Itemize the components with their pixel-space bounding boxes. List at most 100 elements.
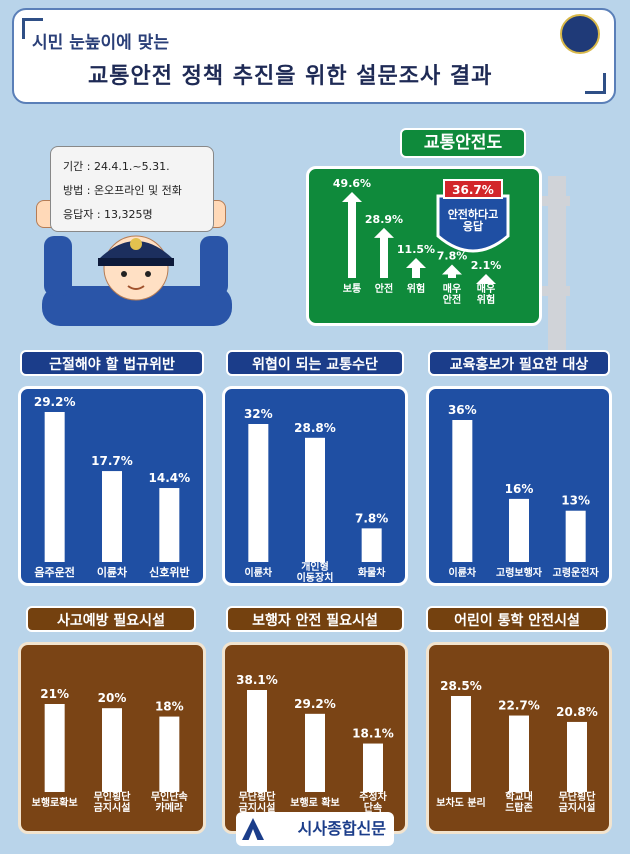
category-label: 고령보행자 — [496, 566, 543, 579]
data-label: 13% — [561, 494, 590, 508]
arrow-head — [476, 274, 496, 284]
bar — [452, 420, 473, 562]
data-label: 28.9% — [365, 213, 403, 226]
bar — [451, 696, 471, 792]
data-label: 28.5% — [440, 679, 482, 693]
category-label: 개인형 이동장치 — [297, 560, 334, 584]
category-label: 매우 안전 — [443, 282, 461, 306]
bar — [565, 510, 586, 562]
data-label: 18% — [155, 700, 184, 714]
survey-info-sign: 기간 : 24.4.1.~5.31. 방법 : 온오프라인 및 전화 응답자 :… — [50, 146, 214, 232]
survey-period: 기간 : 24.4.1.~5.31. — [63, 160, 170, 173]
data-label: 14.4% — [149, 471, 191, 485]
data-label: 18.1% — [352, 727, 394, 741]
data-label: 28.8% — [294, 421, 336, 435]
category-label: 보차도 분리 — [436, 796, 485, 809]
corner-bracket — [22, 18, 43, 39]
road-sign-post — [520, 176, 570, 350]
category-label: 무단횡단 금지시설 — [239, 790, 277, 814]
category-label: 이륜차 — [449, 566, 477, 579]
category-label: 학교내 드랍존 — [505, 790, 533, 814]
shield-callout: 36.7% 안전하다고 응답 — [436, 179, 510, 253]
bar — [363, 743, 383, 792]
arrow-head — [442, 264, 462, 275]
data-label: 2.1% — [471, 259, 502, 272]
category-label: 무인횡단 금지시설 — [94, 790, 132, 814]
data-label: 22.7% — [498, 699, 540, 713]
chart-title: 어린이 통학 안전시설 — [426, 606, 608, 632]
bar — [305, 713, 325, 792]
school-route-chart: 28.5% 보차도 분리 22.7% 학교내 드랍존 20.8% 무단횡단 금지시설 — [436, 679, 598, 814]
category-label: 보행로 확보 — [290, 796, 339, 809]
data-label: 7.8% — [355, 511, 388, 525]
bar — [567, 721, 587, 792]
category-label: 보행로확보 — [32, 796, 78, 809]
category-label: 안전 — [375, 282, 393, 295]
data-label: 17.7% — [91, 454, 133, 468]
arrow-shaft — [348, 200, 356, 278]
data-label: 29.2% — [294, 697, 336, 711]
arrow-shaft — [448, 272, 456, 278]
bar — [102, 471, 122, 562]
data-label: 16% — [505, 482, 534, 496]
data-label: 20.8% — [556, 705, 598, 719]
category-label: 무인단속 카메라 — [151, 790, 188, 814]
data-label: 11.5% — [397, 243, 435, 256]
footer-brand: 시사종합신문 — [236, 812, 394, 846]
pedestrian-safety-chart: 38.1% 무단횡단 금지시설 29.2% 보행로 확보 18.1% 주정차 단속 — [236, 673, 394, 814]
survey-method: 방법 : 온오프라인 및 전화 — [63, 184, 182, 197]
category-label: 고령운전자 — [553, 566, 600, 579]
corner-bracket — [585, 73, 606, 94]
data-label: 20% — [98, 691, 127, 705]
header-banner — [12, 8, 616, 104]
bar — [159, 716, 180, 792]
chart-title: 보행자 안전 필요시설 — [226, 606, 404, 632]
bar — [305, 437, 325, 562]
education-targets-chart: 36% 이륜차 16% 고령보행자 13% 고령운전자 — [448, 403, 600, 579]
survey-respondents: 응답자 : 13,325명 — [63, 208, 153, 221]
chart-title: 사고예방 필요시설 — [26, 606, 196, 632]
bar — [361, 528, 382, 562]
category-label: 이륜차 — [245, 566, 273, 579]
chart-title: 교육홍보가 필요한 대상 — [428, 350, 610, 376]
bar — [509, 715, 529, 792]
category-label: 매우 위험 — [477, 282, 495, 306]
category-label: 보통 — [343, 283, 361, 295]
chart-title: 위협이 되는 교통수단 — [226, 350, 404, 376]
chart-title: 교통안전도 — [400, 128, 526, 158]
bar — [247, 690, 267, 792]
news-logo-icon — [242, 818, 264, 840]
chart-title: 근절해야 할 법규위반 — [20, 350, 204, 376]
data-label: 38.1% — [236, 673, 278, 687]
data-label: 32% — [244, 407, 273, 421]
header-title: 교통안전 정책 추진을 위한 설문조사 결과 — [88, 64, 493, 89]
safety-chart: 49.6% 보통 28.9% 안전 11.5% 위험 7.8% 매우 안전 2.1% 매우 위험 36.… — [333, 177, 510, 306]
police-officer-illustration — [42, 235, 232, 326]
bar — [248, 424, 269, 562]
violations-chart: 29.2% 음주운전 17.7% 이륜차 14.4% 신호위반 — [34, 395, 191, 579]
arrow-head — [406, 258, 426, 269]
bar — [44, 412, 65, 562]
arrow-shaft — [380, 235, 388, 278]
bar — [159, 488, 180, 562]
category-label: 신호위반 — [149, 565, 189, 579]
footer-brand-text: 시사종합신문 — [297, 819, 386, 838]
bar — [102, 708, 122, 792]
threat-vehicles-chart: 32% 이륜차 28.8% 개인형 이동장치 7.8% 화물차 — [244, 407, 388, 584]
category-label: 주정차 단속 — [359, 790, 387, 814]
arrow-head — [342, 192, 362, 202]
category-label: 무단횡단 금지시설 — [559, 790, 597, 814]
arrow-shaft — [412, 266, 420, 278]
bar — [44, 704, 65, 792]
data-label: 21% — [40, 687, 69, 701]
category-label: 이륜차 — [97, 565, 128, 579]
callout-percent: 36.7% — [452, 183, 494, 197]
header-subtitle: 시민 눈높이에 맞는 — [32, 33, 169, 53]
callout-text: 안전하다고 응답 — [448, 207, 499, 233]
category-label: 위험 — [407, 282, 425, 295]
category-label: 음주운전 — [34, 565, 74, 579]
data-label: 7.8% — [437, 249, 468, 262]
data-label: 36% — [448, 403, 477, 417]
accident-prevention-chart: 21% 보행로확보 20% 무인횡단 금지시설 18% 무인단속 카메라 — [32, 687, 188, 814]
arrow-head — [374, 227, 394, 238]
